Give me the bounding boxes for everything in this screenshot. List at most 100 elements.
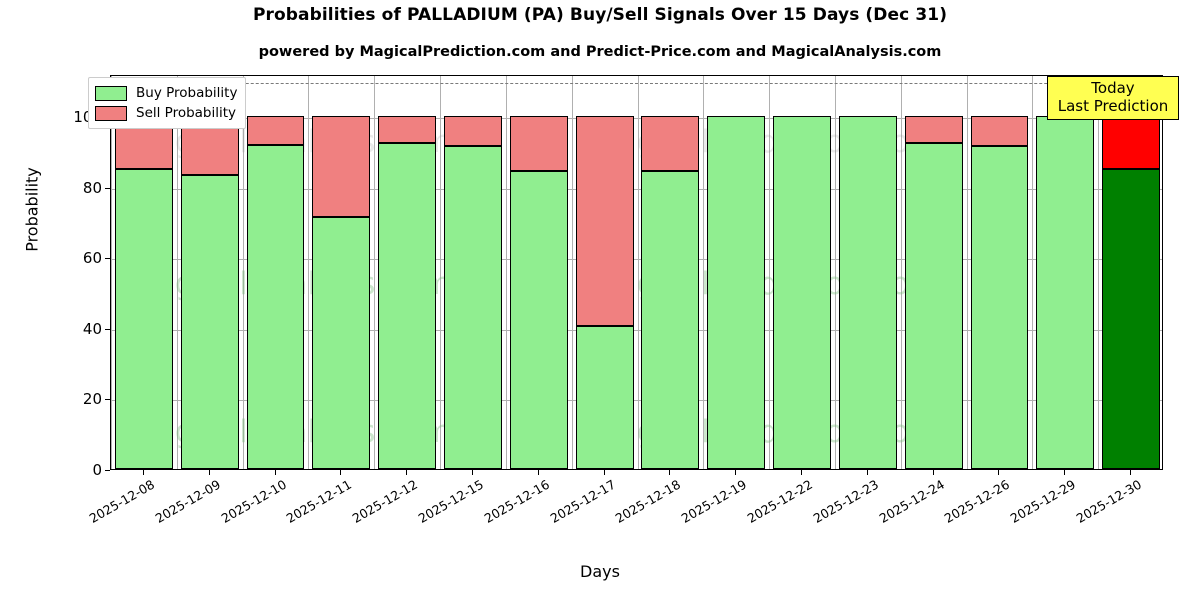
x-tick-mark [801, 470, 803, 475]
y-tick-mark [105, 470, 110, 471]
bar-group[interactable] [707, 76, 766, 469]
gridline-x-0 [111, 76, 112, 469]
y-tick-mark [105, 399, 110, 401]
legend-swatch-buy-icon [95, 85, 127, 101]
bar-group[interactable] [575, 76, 634, 469]
bars-layer [111, 76, 1162, 469]
gridline-x-14 [1032, 76, 1033, 469]
x-tick-label: 2025-12-24 [876, 476, 947, 526]
x-tick-label: 2025-12-15 [415, 476, 487, 526]
bar-segment-sell[interactable] [1102, 116, 1161, 170]
gridline-x-6 [506, 76, 507, 469]
y-axis-label: Probability [22, 167, 42, 252]
x-tick-label: 2025-12-19 [678, 476, 750, 526]
bar-segment-buy[interactable] [444, 146, 502, 469]
x-tick-label: 2025-12-30 [1073, 476, 1145, 526]
gridline-x-7 [572, 76, 573, 469]
bar-group[interactable] [180, 76, 239, 469]
bar-group[interactable] [641, 76, 700, 469]
legend-item-buy[interactable]: Buy Probability [95, 83, 237, 103]
bar-group[interactable] [838, 76, 897, 469]
bar-segment-sell[interactable] [641, 116, 700, 171]
x-tick-label: 2025-12-17 [547, 476, 618, 526]
bar-group[interactable] [773, 76, 831, 469]
gridline-x-3 [308, 76, 309, 469]
today-annotation: Today Last Prediction [1047, 76, 1179, 121]
bar-segment-buy[interactable] [904, 142, 963, 469]
bar-group[interactable] [444, 76, 502, 469]
bar-segment-sell[interactable] [312, 116, 371, 217]
bar-segment-buy[interactable] [246, 144, 305, 469]
bar-segment-buy[interactable] [1102, 169, 1161, 469]
x-tick-mark [932, 470, 934, 475]
x-tick-label: 2025-12-18 [613, 476, 684, 526]
x-tick-label: 2025-12-11 [283, 476, 355, 526]
y-tick-label: 20 [82, 390, 102, 409]
bar-segment-buy[interactable] [312, 216, 371, 469]
bar-group[interactable] [970, 76, 1029, 469]
x-tick-label: 2025-12-29 [1007, 476, 1079, 526]
y-tick-mark [105, 328, 110, 330]
gridline-x-11 [835, 76, 836, 469]
x-tick-mark [274, 470, 276, 475]
bar-segment-buy[interactable] [114, 169, 173, 469]
bar-segment-buy[interactable] [1036, 116, 1095, 469]
bar-group[interactable] [378, 76, 437, 469]
bar-segment-buy[interactable] [641, 171, 700, 469]
x-tick-mark [735, 470, 737, 475]
bar-segment-buy[interactable] [575, 326, 634, 469]
gridline-x-5 [440, 76, 441, 469]
legend-label-sell: Sell Probability [136, 105, 237, 121]
bar-group[interactable] [509, 76, 568, 469]
bar-group[interactable] [114, 76, 173, 469]
x-tick-mark [142, 470, 144, 475]
gridline-x-12 [901, 76, 902, 469]
bar-segment-sell[interactable] [444, 116, 502, 147]
bar-segment-buy[interactable] [970, 146, 1029, 469]
x-tick-mark [340, 470, 342, 475]
y-tick-label: 60 [82, 249, 102, 268]
x-tick-mark [669, 470, 671, 475]
y-tick-mark [105, 187, 110, 189]
bar-group[interactable] [904, 76, 963, 469]
x-tick-mark [537, 470, 539, 475]
bar-segment-buy[interactable] [509, 171, 568, 469]
bar-segment-sell[interactable] [378, 116, 437, 143]
gridline-x-9 [703, 76, 704, 469]
y-tick-label: 0 [92, 461, 102, 479]
bar-segment-sell[interactable] [246, 116, 305, 145]
x-tick-label: 2025-12-23 [810, 476, 881, 526]
bar-segment-sell[interactable] [970, 116, 1029, 147]
y-tick-mark [105, 258, 110, 260]
today-annotation-line1: Today [1091, 79, 1135, 97]
plot-area: MagicalAnalysis.comMagicalPrediction.com… [110, 75, 1163, 470]
bar-segment-sell[interactable] [575, 116, 634, 327]
bar-segment-buy[interactable] [773, 116, 831, 469]
gridline-x-13 [967, 76, 968, 469]
x-tick-mark [1064, 470, 1066, 475]
bar-segment-buy[interactable] [180, 174, 239, 469]
x-tick-label: 2025-12-16 [481, 476, 552, 526]
x-tick-label: 2025-12-10 [218, 476, 289, 526]
bar-segment-buy[interactable] [707, 116, 766, 469]
x-tick-mark [471, 470, 473, 475]
bar-group[interactable] [312, 76, 371, 469]
gridline-x-2 [243, 76, 244, 469]
chart-legend: Buy Probability Sell Probability [88, 77, 247, 129]
x-tick-mark [406, 470, 408, 475]
legend-swatch-sell-icon [95, 105, 127, 121]
gridline-x-4 [374, 76, 375, 469]
bar-group[interactable] [246, 76, 305, 469]
x-tick-label: 2025-12-08 [86, 476, 157, 526]
bar-segment-buy[interactable] [378, 142, 437, 469]
bar-segment-buy[interactable] [838, 116, 897, 469]
bar-group[interactable] [1102, 76, 1161, 469]
bar-segment-sell[interactable] [904, 116, 963, 143]
chart-title: Probabilities of PALLADIUM (PA) Buy/Sell… [252, 5, 948, 25]
legend-item-sell[interactable]: Sell Probability [95, 103, 237, 123]
x-tick-label: 2025-12-26 [942, 476, 1013, 526]
bar-group[interactable] [1036, 76, 1095, 469]
x-tick-mark [1130, 470, 1132, 475]
bar-segment-sell[interactable] [509, 116, 568, 171]
